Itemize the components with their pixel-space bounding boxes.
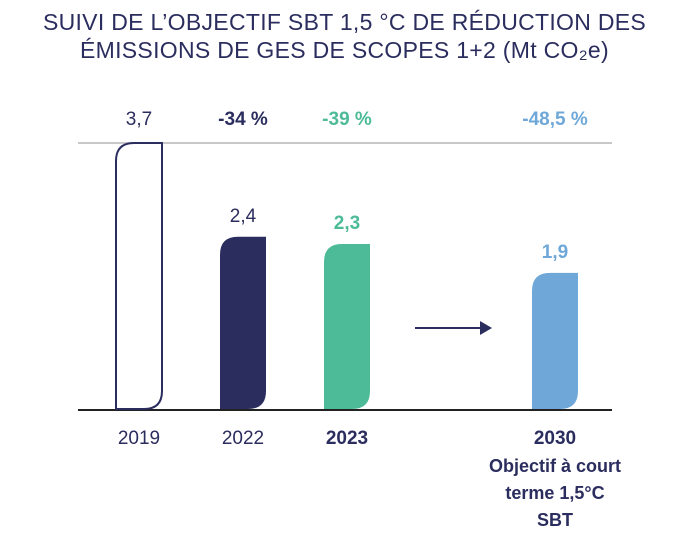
chart-title: SUIVI DE L’OBJECTIF SBT 1,5 °C DE RÉDUCT… bbox=[42, 9, 647, 63]
bar bbox=[532, 272, 578, 409]
bar bbox=[220, 236, 266, 409]
value-label: 2,3 bbox=[334, 213, 360, 234]
arrow-head bbox=[480, 321, 492, 335]
x-tick-label: 2023 bbox=[326, 428, 368, 449]
x-tick-label: 2022 bbox=[222, 428, 264, 449]
bar bbox=[324, 244, 370, 409]
x-tick-label: 2030 bbox=[534, 428, 576, 449]
value-label: 3,7 bbox=[126, 109, 152, 130]
change-label: -34 % bbox=[218, 109, 268, 130]
change-label: -48,5 % bbox=[522, 109, 588, 130]
value-label: 2,4 bbox=[230, 206, 257, 227]
bar bbox=[115, 142, 163, 410]
value-label: 1,9 bbox=[542, 242, 568, 263]
change-label: -39 % bbox=[322, 109, 372, 130]
annotation: Objectif à court terme 1,5°C SBT bbox=[488, 456, 622, 530]
x-tick-label: 2019 bbox=[118, 428, 160, 449]
